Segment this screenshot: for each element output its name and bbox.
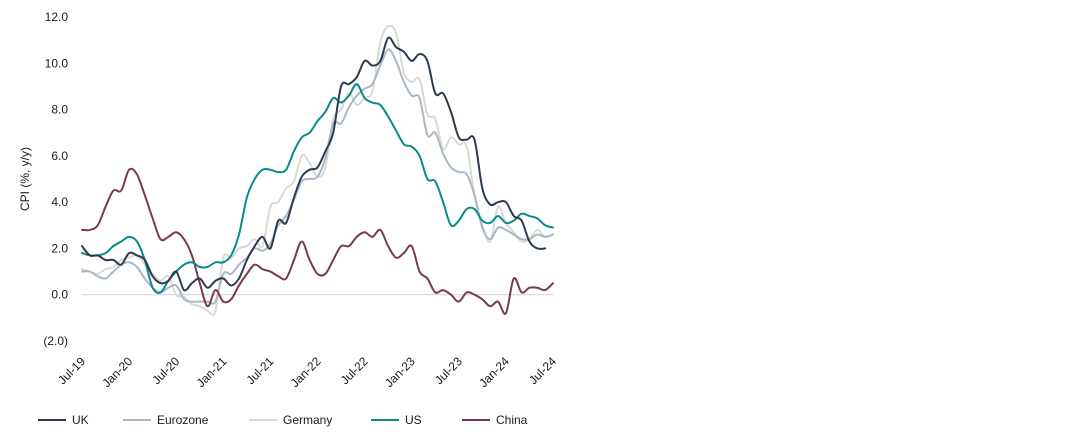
y-tick-label: 6.0	[51, 149, 68, 163]
x-tick-label: Jul-24	[526, 354, 559, 387]
legend-label-us: US	[405, 413, 422, 427]
x-axis-ticks: Jul-19 Jan-20 Jul-20 Jan-21 Jul-21 Jan-22 Jul-…	[55, 354, 559, 390]
y-tick-label: (2.0)	[43, 334, 68, 348]
x-tick-label: Jan-22	[288, 354, 324, 390]
y-tick-label: 10.0	[45, 56, 69, 70]
y-axis-label: CPI (%, y/y)	[18, 147, 32, 211]
x-tick-label: Jul-23	[432, 354, 465, 387]
y-tick-label: 8.0	[51, 103, 68, 117]
legend-label-uk: UK	[72, 413, 89, 427]
x-tick-label: Jan-21	[194, 354, 230, 390]
series-lines	[81, 24, 554, 317]
y-tick-label: 12.0	[45, 10, 69, 24]
legend: UK Eurozone Germany US China	[38, 413, 528, 427]
legend-label-china: China	[496, 413, 528, 427]
series-line-eurozone	[81, 48, 554, 305]
x-tick-label: Jul-20	[149, 354, 182, 387]
series-line-germany	[81, 24, 554, 317]
x-tick-label: Jul-19	[55, 354, 88, 387]
x-tick-label: Jul-22	[338, 354, 371, 387]
y-tick-label: 0.0	[51, 288, 68, 302]
x-tick-label: Jul-21	[244, 354, 277, 387]
legend-label-eurozone: Eurozone	[157, 413, 209, 427]
x-tick-label: Jan-24	[476, 354, 512, 390]
series-line-china	[81, 167, 554, 315]
y-tick-label: 2.0	[51, 241, 68, 255]
series-line-us	[81, 83, 554, 294]
legend-label-germany: Germany	[283, 413, 332, 427]
x-tick-label: Jan-23	[382, 354, 418, 390]
y-tick-label: 4.0	[51, 195, 68, 209]
series-line-uk	[81, 36, 547, 292]
x-tick-label: Jan-20	[99, 354, 135, 390]
y-axis-ticks: (2.0) 0.0 2.0 4.0 6.0 8.0 10.0 12.0	[43, 10, 68, 348]
